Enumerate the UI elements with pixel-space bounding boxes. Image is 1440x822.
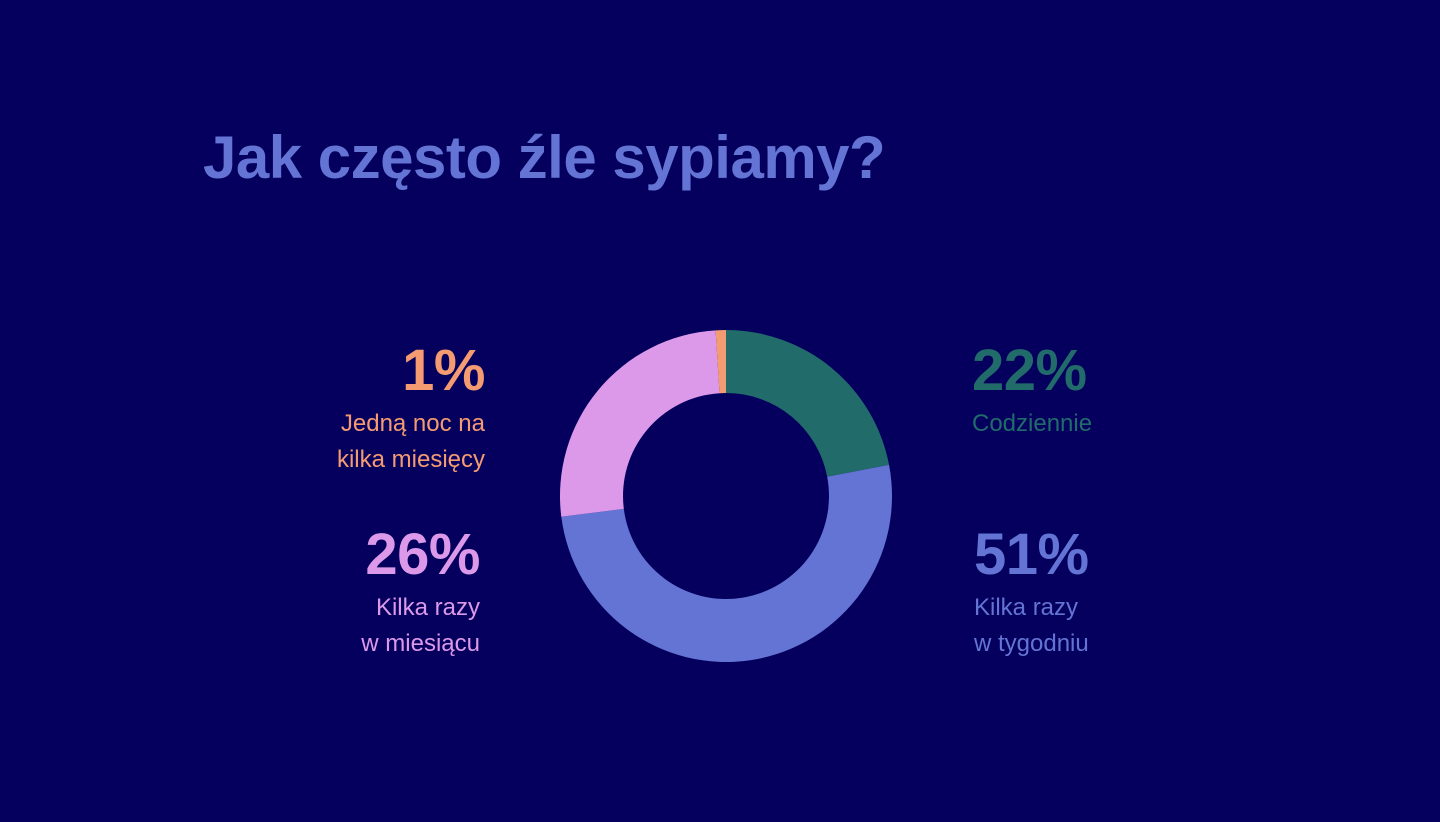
rarely-percent: 1% (402, 338, 485, 403)
slice-daily (726, 330, 890, 477)
daily-percent: 22% (972, 338, 1087, 403)
slice-monthly (560, 330, 720, 517)
slice-weekly (561, 464, 893, 663)
weekly-percent: 51% (974, 522, 1089, 587)
legend-daily: 22% Codziennie (972, 340, 1232, 442)
weekly-label: Kilka razy w tygodniu (974, 594, 1089, 657)
rarely-label: Jedną noc na kilka miesięcy (336, 410, 485, 473)
chart-title: Jak często źle sypiamy? (203, 124, 886, 191)
legend-rarely: 1% Jedną noc na kilka miesięcy (225, 338, 486, 478)
monthly-label: Kilka razy w miesiącu (361, 594, 480, 657)
daily-label: Codziennie (972, 410, 1093, 437)
slice-rarely (715, 330, 726, 394)
legend-monthly: 26% Kilka razy w miesiącu (220, 524, 480, 662)
legend-weekly: 51% Kilka razy w tygodniu (974, 524, 1234, 662)
monthly-percent: 26% (365, 522, 480, 587)
